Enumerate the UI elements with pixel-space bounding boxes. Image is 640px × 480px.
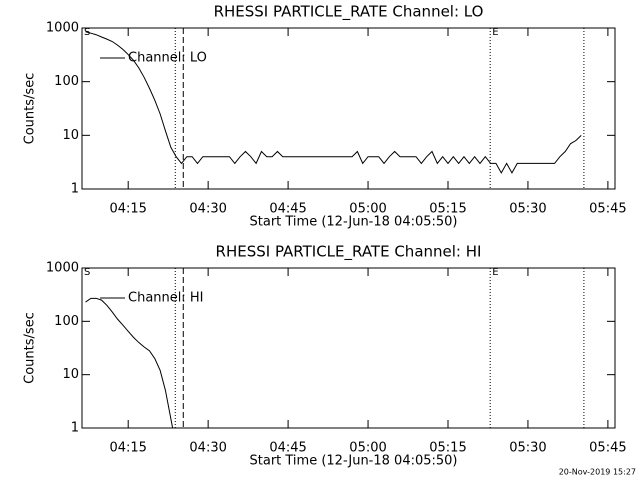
chart-title: RHESSI PARTICLE_RATE Channel: LO (214, 3, 484, 22)
x-axis-label: Start Time (12-Jun-18 04:05:50) (250, 215, 458, 230)
annotation: E (492, 27, 498, 38)
data-line (85, 31, 582, 174)
y-tick-label: 1 (71, 421, 79, 436)
x-tick-label: 05:00 (349, 202, 386, 217)
legend-label: Channel: LO (128, 51, 207, 66)
y-tick-label: 10 (62, 367, 79, 382)
x-tick-label: 05:00 (349, 441, 386, 456)
annotation: E (492, 267, 498, 278)
x-tick-label: 04:30 (189, 441, 226, 456)
y-tick-label: 1000 (46, 261, 79, 276)
x-tick-label: 04:45 (269, 202, 306, 217)
x-axis-label: Start Time (12-Jun-18 04:05:50) (250, 454, 458, 469)
chart-title: RHESSI PARTICLE_RATE Channel: HI (216, 243, 482, 262)
plot-frame (81, 267, 616, 429)
y-tick-label: 1 (71, 182, 79, 197)
x-tick-label: 04:45 (269, 441, 306, 456)
legend-label: Channel: HI (128, 291, 204, 306)
x-tick-label: 05:45 (589, 202, 626, 217)
x-tick-label: 04:30 (189, 202, 226, 217)
x-tick-label: 05:15 (429, 441, 466, 456)
x-tick-label: 04:15 (109, 202, 146, 217)
y-axis-label: Counts/sec (23, 312, 38, 384)
x-tick-label: 05:30 (509, 202, 546, 217)
y-tick-label: 100 (54, 314, 79, 329)
y-tick-label: 1000 (46, 21, 79, 36)
x-tick-label: 05:30 (509, 441, 546, 456)
y-axis-label: Counts/sec (23, 73, 38, 145)
x-tick-label: 04:15 (109, 441, 146, 456)
annotation: S (84, 267, 90, 278)
x-tick-label: 05:45 (589, 441, 626, 456)
data-line (85, 297, 174, 429)
y-tick-label: 10 (62, 128, 79, 143)
footer: 20-Nov-2019 15:27 (559, 468, 636, 477)
x-tick-label: 05:15 (429, 202, 466, 217)
plot-frame (81, 27, 616, 190)
y-tick-label: 100 (54, 74, 79, 89)
